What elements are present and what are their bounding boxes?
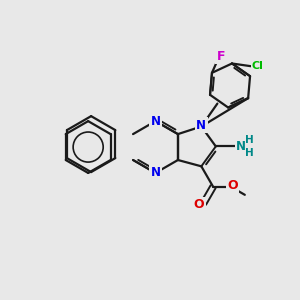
Text: O: O [194, 198, 204, 211]
Text: O: O [227, 179, 238, 192]
Text: H: H [245, 135, 254, 145]
Text: H: H [245, 148, 254, 158]
Text: N: N [151, 115, 160, 128]
Text: N: N [151, 167, 160, 179]
Text: N: N [196, 118, 206, 131]
Text: N: N [236, 140, 246, 153]
Text: F: F [217, 50, 225, 63]
Text: Cl: Cl [252, 61, 264, 71]
